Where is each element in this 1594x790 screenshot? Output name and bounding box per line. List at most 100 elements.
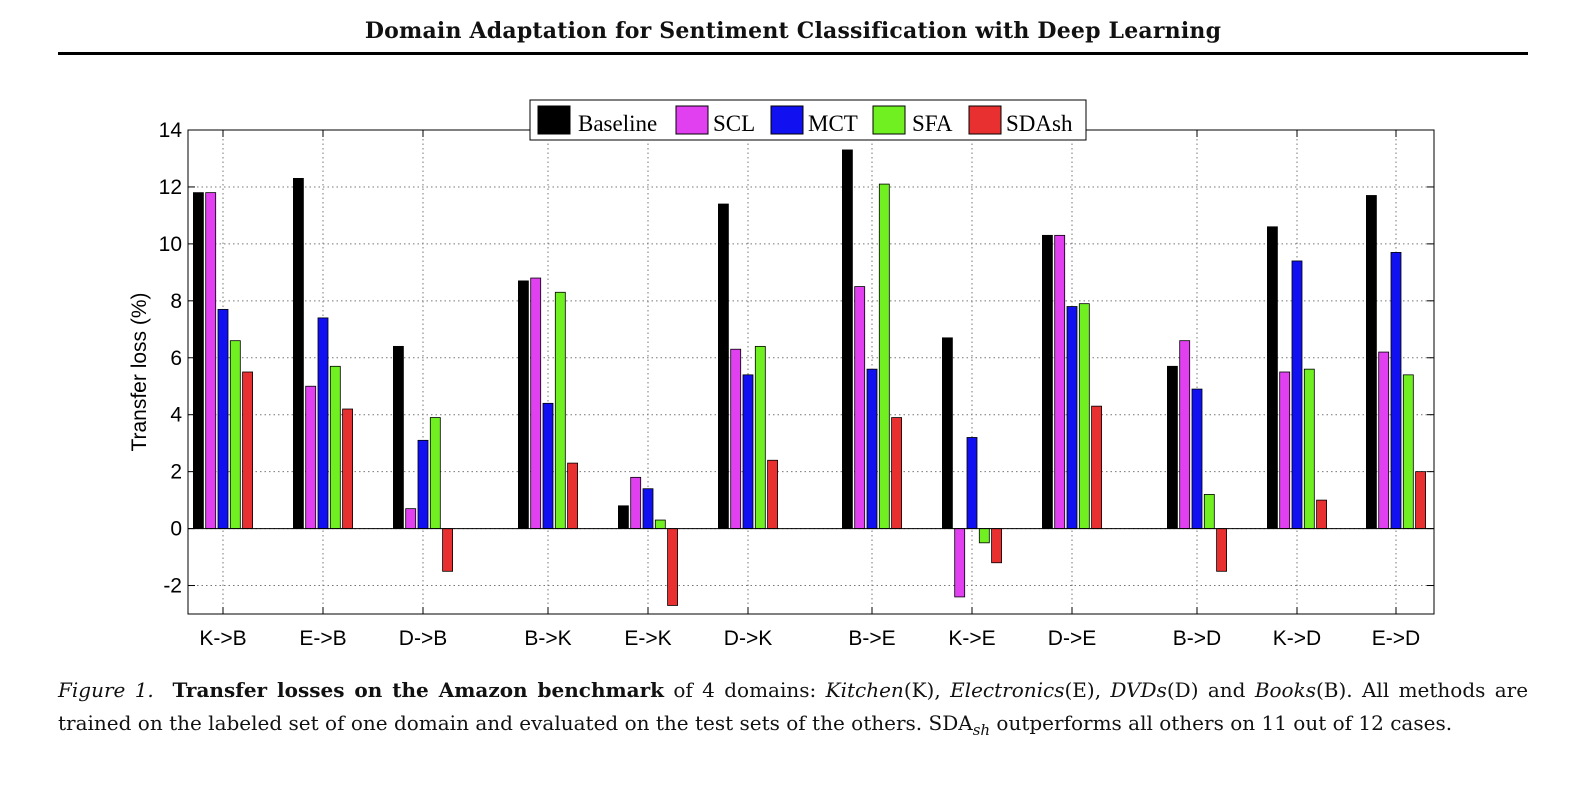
bar-baseline-K->B [192,192,204,529]
bar-chart: -2 0 2 4 6 8 10 12 14 K->B E->B D->B B->K E->K D->K B->… [128,99,1435,650]
bar-sdash-E->K [667,528,678,606]
bar-mct-D->K [742,374,754,529]
bar-mct-E->B [317,317,329,529]
x-tick-label: D->K [724,627,772,650]
y-tick-label: -2 [163,575,182,598]
bar-sdash-B->K [567,462,578,529]
y-axis-label: Transfer loss (%) [128,292,151,451]
bar-sdash-E->B [342,408,354,529]
caption-subscript: sh [972,721,991,739]
caption-electronics-code: (E), [1064,678,1111,702]
x-tick-label: E->D [1372,627,1420,650]
x-tick-label: E->K [624,627,671,650]
legend-swatch-mct [770,105,804,135]
bar-sfa-D->E [1078,303,1090,529]
bar-sdash-D->B [442,528,454,572]
bar-scl-D->K [730,348,742,529]
y-tick-label: 2 [170,461,182,484]
bar-sfa-B->K [554,291,566,529]
caption-title: Transfer losses on the Amazon benchmark [172,678,665,702]
bar-sdash-K->D [1316,499,1327,529]
grid-lines [188,130,1434,614]
caption-kitchen-code: (K), [903,678,951,702]
bar-scl-D->E [1054,234,1066,529]
bar-baseline-D->E [1042,234,1053,529]
bar-baseline-D->K [718,203,729,529]
bar-mct-D->B [417,439,429,529]
caption-books-code: (B). All methods are trained on the labe… [58,678,1529,735]
bar-sfa-E->B [329,365,341,529]
page-title: Domain Adaptation for Sentiment Classifi… [364,18,1222,44]
y-tick-label: 8 [170,290,182,313]
bar-baseline-D->B [392,345,404,529]
figure-caption: Figure 1. Transfer losses on the Amazon … [58,674,1528,747]
bar-baseline-B->D [1167,365,1178,529]
bar-scl-K->E [954,528,966,598]
bar-sdash-E->D [1415,471,1426,529]
caption-dvds-code: (D) and [1166,678,1255,702]
bar-baseline-B->E [842,149,853,529]
bar-mct-E->K [642,488,654,529]
legend-swatch-baseline [537,105,571,135]
bar-mct-K->D [1291,260,1303,529]
bar-sdash-K->B [242,371,254,529]
legend-label-sdash: SDAsh [1006,111,1073,136]
bar-sdash-D->E [1091,405,1102,529]
bar-sdash-B->E [891,417,902,529]
legend: Baseline SCL MCT SFA SDAsh [529,99,1087,141]
bar-baseline-E->D [1366,195,1377,529]
bar-mct-K->B [217,308,229,529]
legend-label-scl: SCL [713,111,755,136]
x-tick-label: D->B [399,627,447,650]
bar-baseline-B->K [518,280,529,529]
legend-label-sfa: SFA [912,111,953,136]
bar-baseline-E->K [618,505,629,529]
x-tick-label: D->E [1048,627,1096,650]
y-tick-label: 12 [159,176,182,199]
bar-sfa-E->D [1402,374,1414,529]
bars [192,149,1426,606]
bar-mct-K->E [966,437,978,529]
x-tick-label: B->D [1173,627,1221,650]
caption-dvds: DVDs [1110,678,1167,702]
x-tick-label: B->E [848,627,895,650]
bar-sdash-B->D [1216,528,1227,572]
bar-mct-E->D [1390,252,1402,529]
caption-label: Figure 1. [58,678,154,702]
axes: -2 0 2 4 6 8 10 12 14 K->B E->B D->B B->K E->K D->K B->… [159,119,1434,650]
bar-baseline-K->D [1267,226,1278,529]
bar-scl-E->D [1378,351,1390,529]
bar-sdash-K->E [991,528,1002,564]
y-tick-label: 4 [170,404,182,427]
bar-sfa-D->K [754,345,766,529]
bar-scl-K->D [1279,371,1291,529]
bar-baseline-K->E [942,337,953,529]
bar-scl-B->D [1179,340,1191,529]
bar-sdash-D->K [767,459,778,529]
legend-swatch-scl [675,105,709,135]
bar-scl-D->B [405,508,417,529]
bar-baseline-E->B [292,177,304,529]
bar-scl-K->B [205,192,217,529]
bar-scl-E->B [305,385,317,529]
plot-frame [187,129,1435,615]
caption-electronics: Electronics [950,678,1065,702]
bar-sfa-B->D [1203,494,1215,529]
bar-sfa-K->E [978,528,990,544]
bar-scl-B->E [854,286,866,529]
y-tick-label: 0 [170,518,182,541]
x-tick-label: E->B [299,627,346,650]
legend-swatch-sfa [872,105,906,135]
bar-scl-E->K [630,476,642,529]
legend-label-baseline: Baseline [578,111,657,136]
bar-mct-B->K [542,402,554,529]
caption-text-1: of 4 domains: [664,678,826,702]
y-tick-label: 14 [159,119,183,142]
x-tick-label: B->K [524,627,571,650]
y-tick-label: 6 [170,347,182,370]
x-tick-label: K->E [948,627,995,650]
bar-mct-D->E [1066,306,1078,529]
legend-swatch-sdash [968,105,1002,135]
bar-sfa-D->B [429,417,441,529]
caption-kitchen: Kitchen [825,678,904,702]
